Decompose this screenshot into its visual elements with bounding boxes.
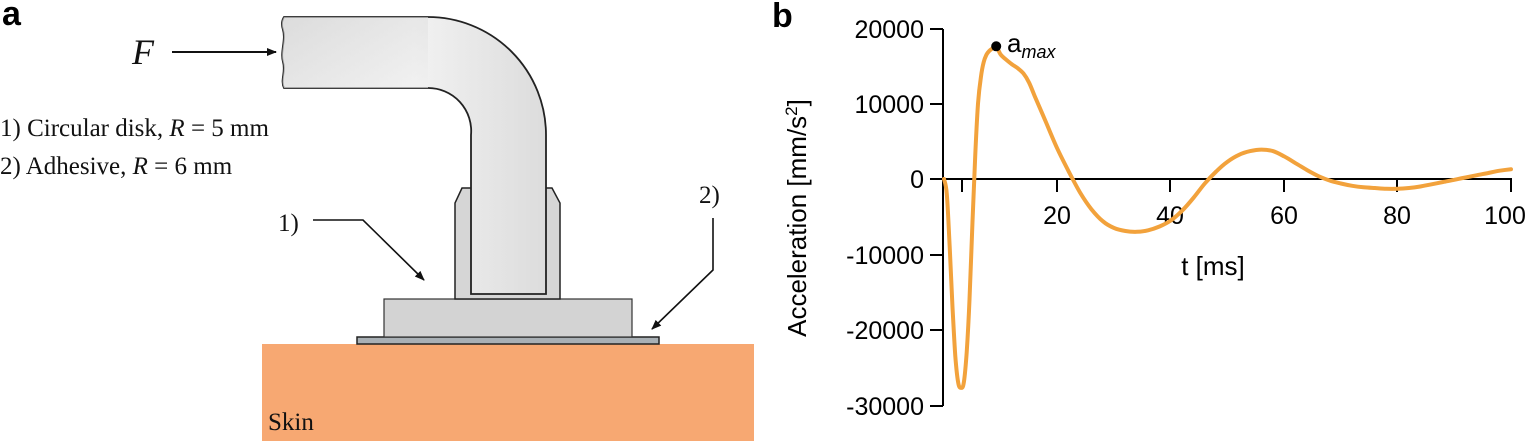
x-tick-labels: 20 40 60 80 100 bbox=[1043, 202, 1526, 230]
callout-1-label: 1) bbox=[278, 210, 299, 237]
skin-block bbox=[262, 344, 754, 441]
svg-text:-30000: -30000 bbox=[846, 393, 924, 421]
skin-label: Skin bbox=[268, 409, 314, 436]
panel-b: b 20000 10000 0 -10000 -20000 -30000 Acc… bbox=[772, 0, 1526, 421]
callout-2-label: 2) bbox=[699, 182, 720, 209]
svg-text:80: 80 bbox=[1383, 202, 1411, 230]
svg-text:100: 100 bbox=[1484, 202, 1526, 230]
legend-item-adhesive: 2) Adhesive, R = 6 mm bbox=[0, 153, 233, 180]
y-tick-labels: 20000 10000 0 -10000 -20000 -30000 bbox=[846, 16, 924, 421]
panel-b-label: b bbox=[772, 0, 793, 35]
y-ticks bbox=[930, 28, 943, 407]
amax-label: amax bbox=[1007, 28, 1056, 62]
svg-text:10000: 10000 bbox=[854, 91, 924, 119]
svg-text:-10000: -10000 bbox=[846, 242, 924, 270]
panel-a-label: a bbox=[2, 0, 22, 33]
amax-marker bbox=[991, 41, 1002, 52]
callout-2-arrow bbox=[651, 218, 714, 330]
legend-item-circular-disk: 1) Circular disk, R = 5 mm bbox=[0, 115, 269, 142]
svg-text:20000: 20000 bbox=[854, 16, 924, 44]
callout-1-arrow bbox=[313, 219, 425, 281]
x-axis-title: t [ms] bbox=[1181, 251, 1245, 281]
force-symbol: F bbox=[131, 32, 155, 72]
svg-text:-20000: -20000 bbox=[846, 317, 924, 345]
x-ticks bbox=[961, 179, 1512, 192]
acceleration-curve bbox=[942, 44, 1513, 390]
panel-a: a F 1) Circular disk, R = 5 mm 2) Adhesi… bbox=[0, 0, 754, 441]
svg-text:20: 20 bbox=[1043, 202, 1071, 230]
svg-text:60: 60 bbox=[1270, 202, 1298, 230]
circular-disk bbox=[383, 298, 633, 338]
y-axis-title: Acceleration [mm/s2] bbox=[782, 99, 813, 337]
svg-text:0: 0 bbox=[910, 166, 924, 194]
adhesive-layer bbox=[356, 336, 660, 345]
